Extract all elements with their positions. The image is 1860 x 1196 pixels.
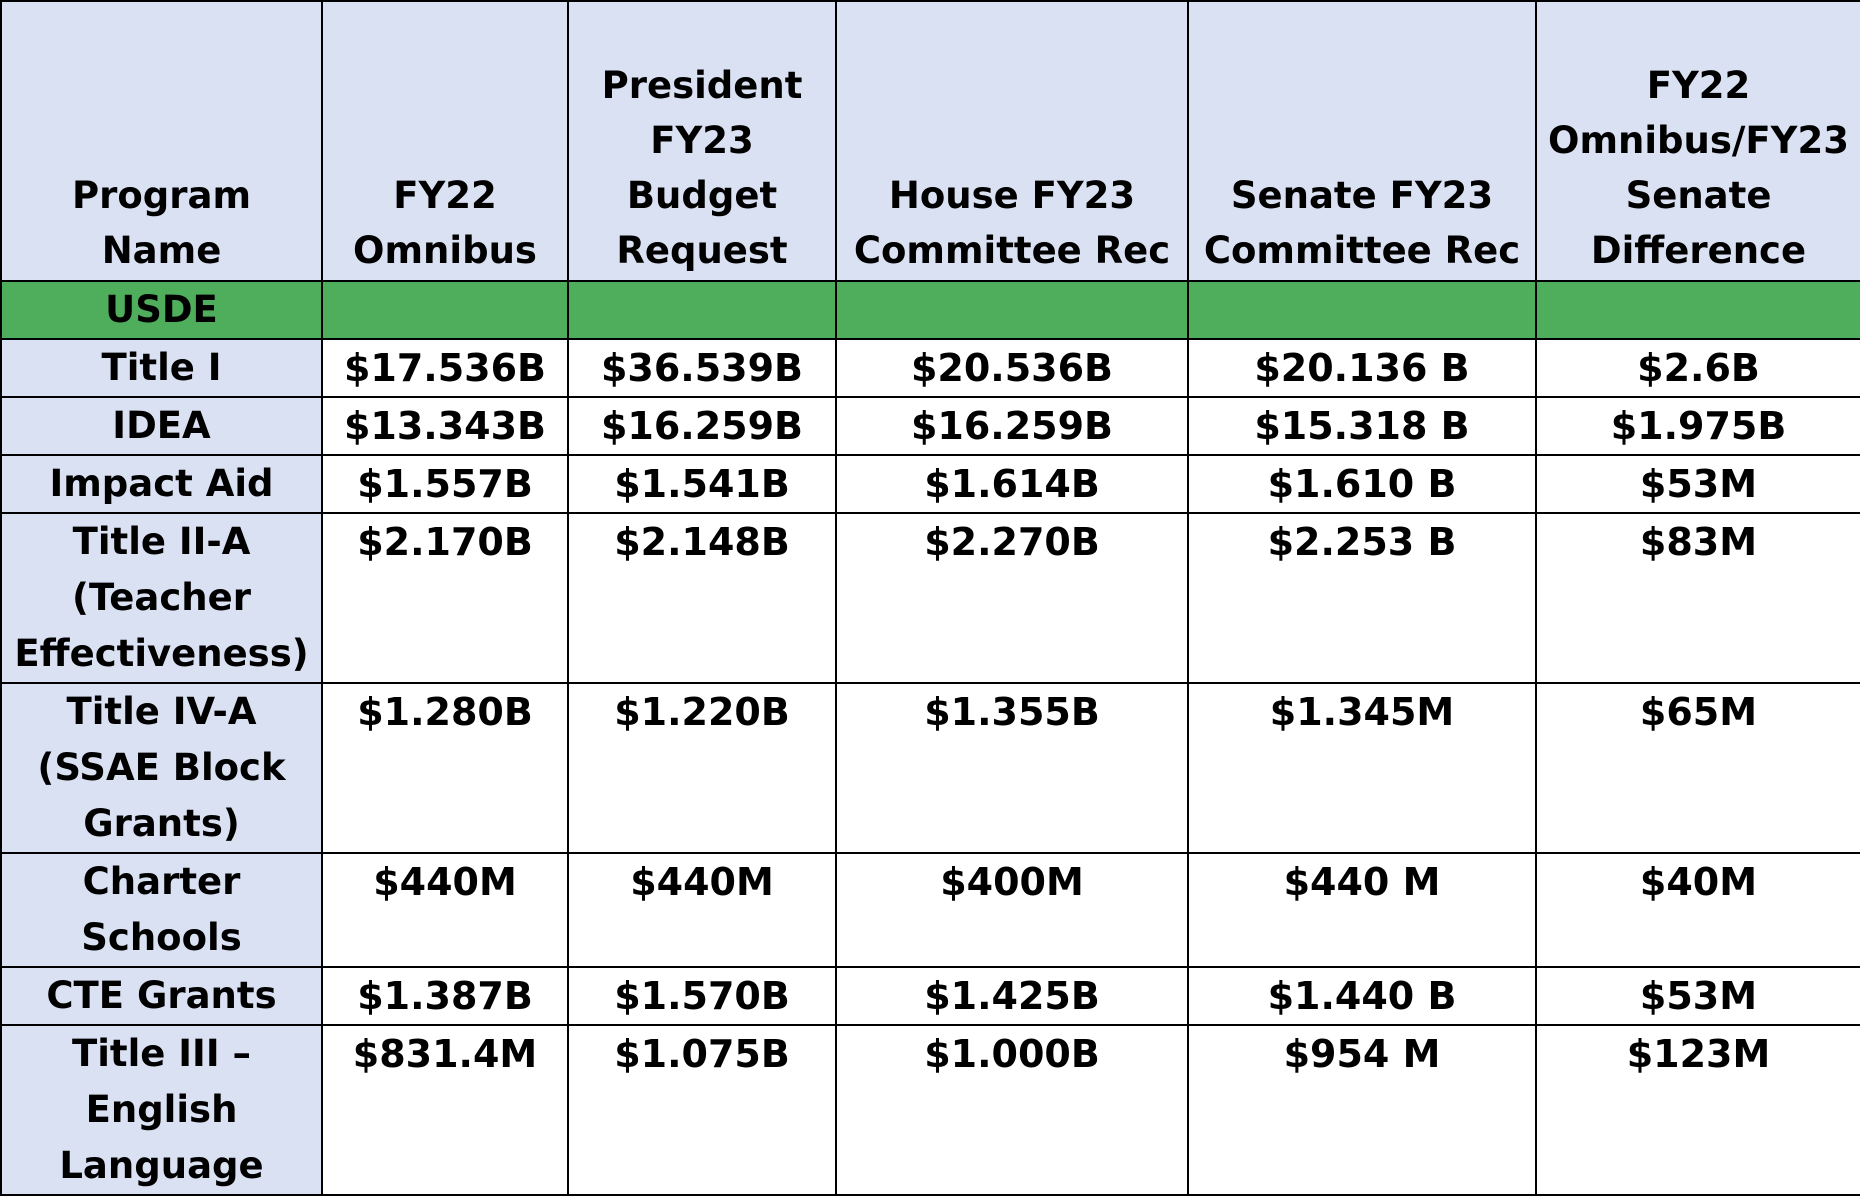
program-name-cell: Charter Schools: [0, 852, 323, 968]
value-cell: $440 M: [1187, 852, 1537, 968]
program-name-cell: Title II-A (Teacher Effectiveness): [0, 512, 323, 684]
value-cell: $1.541B: [567, 454, 837, 514]
value-cell: $440M: [321, 852, 569, 968]
section-cell: [567, 280, 837, 340]
section-cell: [835, 280, 1189, 340]
value-cell: $13.343B: [321, 396, 569, 456]
value-cell: $15.318 B: [1187, 396, 1537, 456]
value-cell: $17.536B: [321, 338, 569, 398]
header-program-name: Program Name: [0, 0, 323, 282]
table-row: Title II-A (Teacher Effectiveness) $2.17…: [0, 512, 1860, 684]
program-name-cell: Title III – English Language: [0, 1024, 323, 1196]
value-cell: $1.000B: [835, 1024, 1189, 1196]
value-cell: $1.075B: [567, 1024, 837, 1196]
value-cell: $1.557B: [321, 454, 569, 514]
value-cell: $1.614B: [835, 454, 1189, 514]
header-difference: FY22 Omnibus/FY23 Senate Difference: [1535, 0, 1860, 282]
value-cell: $65M: [1535, 682, 1860, 854]
header-senate-fy23: Senate FY23 Committee Rec: [1187, 0, 1537, 282]
program-name-cell: Title I: [0, 338, 323, 398]
section-cell: [1535, 280, 1860, 340]
value-cell: $440M: [567, 852, 837, 968]
value-cell: $2.270B: [835, 512, 1189, 684]
value-cell: $1.280B: [321, 682, 569, 854]
table-row: CTE Grants $1.387B $1.570B $1.425B $1.44…: [0, 966, 1860, 1026]
header-president-fy23: President FY23 Budget Request: [567, 0, 837, 282]
value-cell: $1.425B: [835, 966, 1189, 1026]
value-cell: $2.148B: [567, 512, 837, 684]
section-cell: [321, 280, 569, 340]
table-row: Title III – English Language $831.4M $1.…: [0, 1024, 1860, 1196]
section-cell: [1187, 280, 1537, 340]
value-cell: $16.259B: [835, 396, 1189, 456]
program-name-cell: Title IV-A (SSAE Block Grants): [0, 682, 323, 854]
value-cell: $1.570B: [567, 966, 837, 1026]
program-name-cell: Impact Aid: [0, 454, 323, 514]
value-cell: $53M: [1535, 966, 1860, 1026]
value-cell: $1.355B: [835, 682, 1189, 854]
value-cell: $40M: [1535, 852, 1860, 968]
table-row: Charter Schools $440M $440M $400M $440 M…: [0, 852, 1860, 968]
value-cell: $20.536B: [835, 338, 1189, 398]
program-name-cell: IDEA: [0, 396, 323, 456]
value-cell: $53M: [1535, 454, 1860, 514]
table-row: Title IV-A (SSAE Block Grants) $1.280B $…: [0, 682, 1860, 854]
value-cell: $831.4M: [321, 1024, 569, 1196]
value-cell: $1.220B: [567, 682, 837, 854]
value-cell: $1.387B: [321, 966, 569, 1026]
value-cell: $954 M: [1187, 1024, 1537, 1196]
value-cell: $1.345M: [1187, 682, 1537, 854]
table-row: Title I $17.536B $36.539B $20.536B $20.1…: [0, 338, 1860, 398]
value-cell: $36.539B: [567, 338, 837, 398]
header-fy22-omnibus: FY22 Omnibus: [321, 0, 569, 282]
value-cell: $2.170B: [321, 512, 569, 684]
value-cell: $2.6B: [1535, 338, 1860, 398]
header-house-fy23: House FY23 Committee Rec: [835, 0, 1189, 282]
value-cell: $1.610 B: [1187, 454, 1537, 514]
value-cell: $83M: [1535, 512, 1860, 684]
value-cell: $2.253 B: [1187, 512, 1537, 684]
value-cell: $1.975B: [1535, 396, 1860, 456]
table-row: IDEA $13.343B $16.259B $16.259B $15.318 …: [0, 396, 1860, 456]
table-row: Impact Aid $1.557B $1.541B $1.614B $1.61…: [0, 454, 1860, 514]
section-row: USDE: [0, 280, 1860, 340]
value-cell: $20.136 B: [1187, 338, 1537, 398]
header-row: Program Name FY22 Omnibus President FY23…: [0, 0, 1860, 282]
value-cell: $400M: [835, 852, 1189, 968]
value-cell: $1.440 B: [1187, 966, 1537, 1026]
program-name-cell: CTE Grants: [0, 966, 323, 1026]
value-cell: $16.259B: [567, 396, 837, 456]
value-cell: $123M: [1535, 1024, 1860, 1196]
section-label: USDE: [0, 280, 323, 340]
